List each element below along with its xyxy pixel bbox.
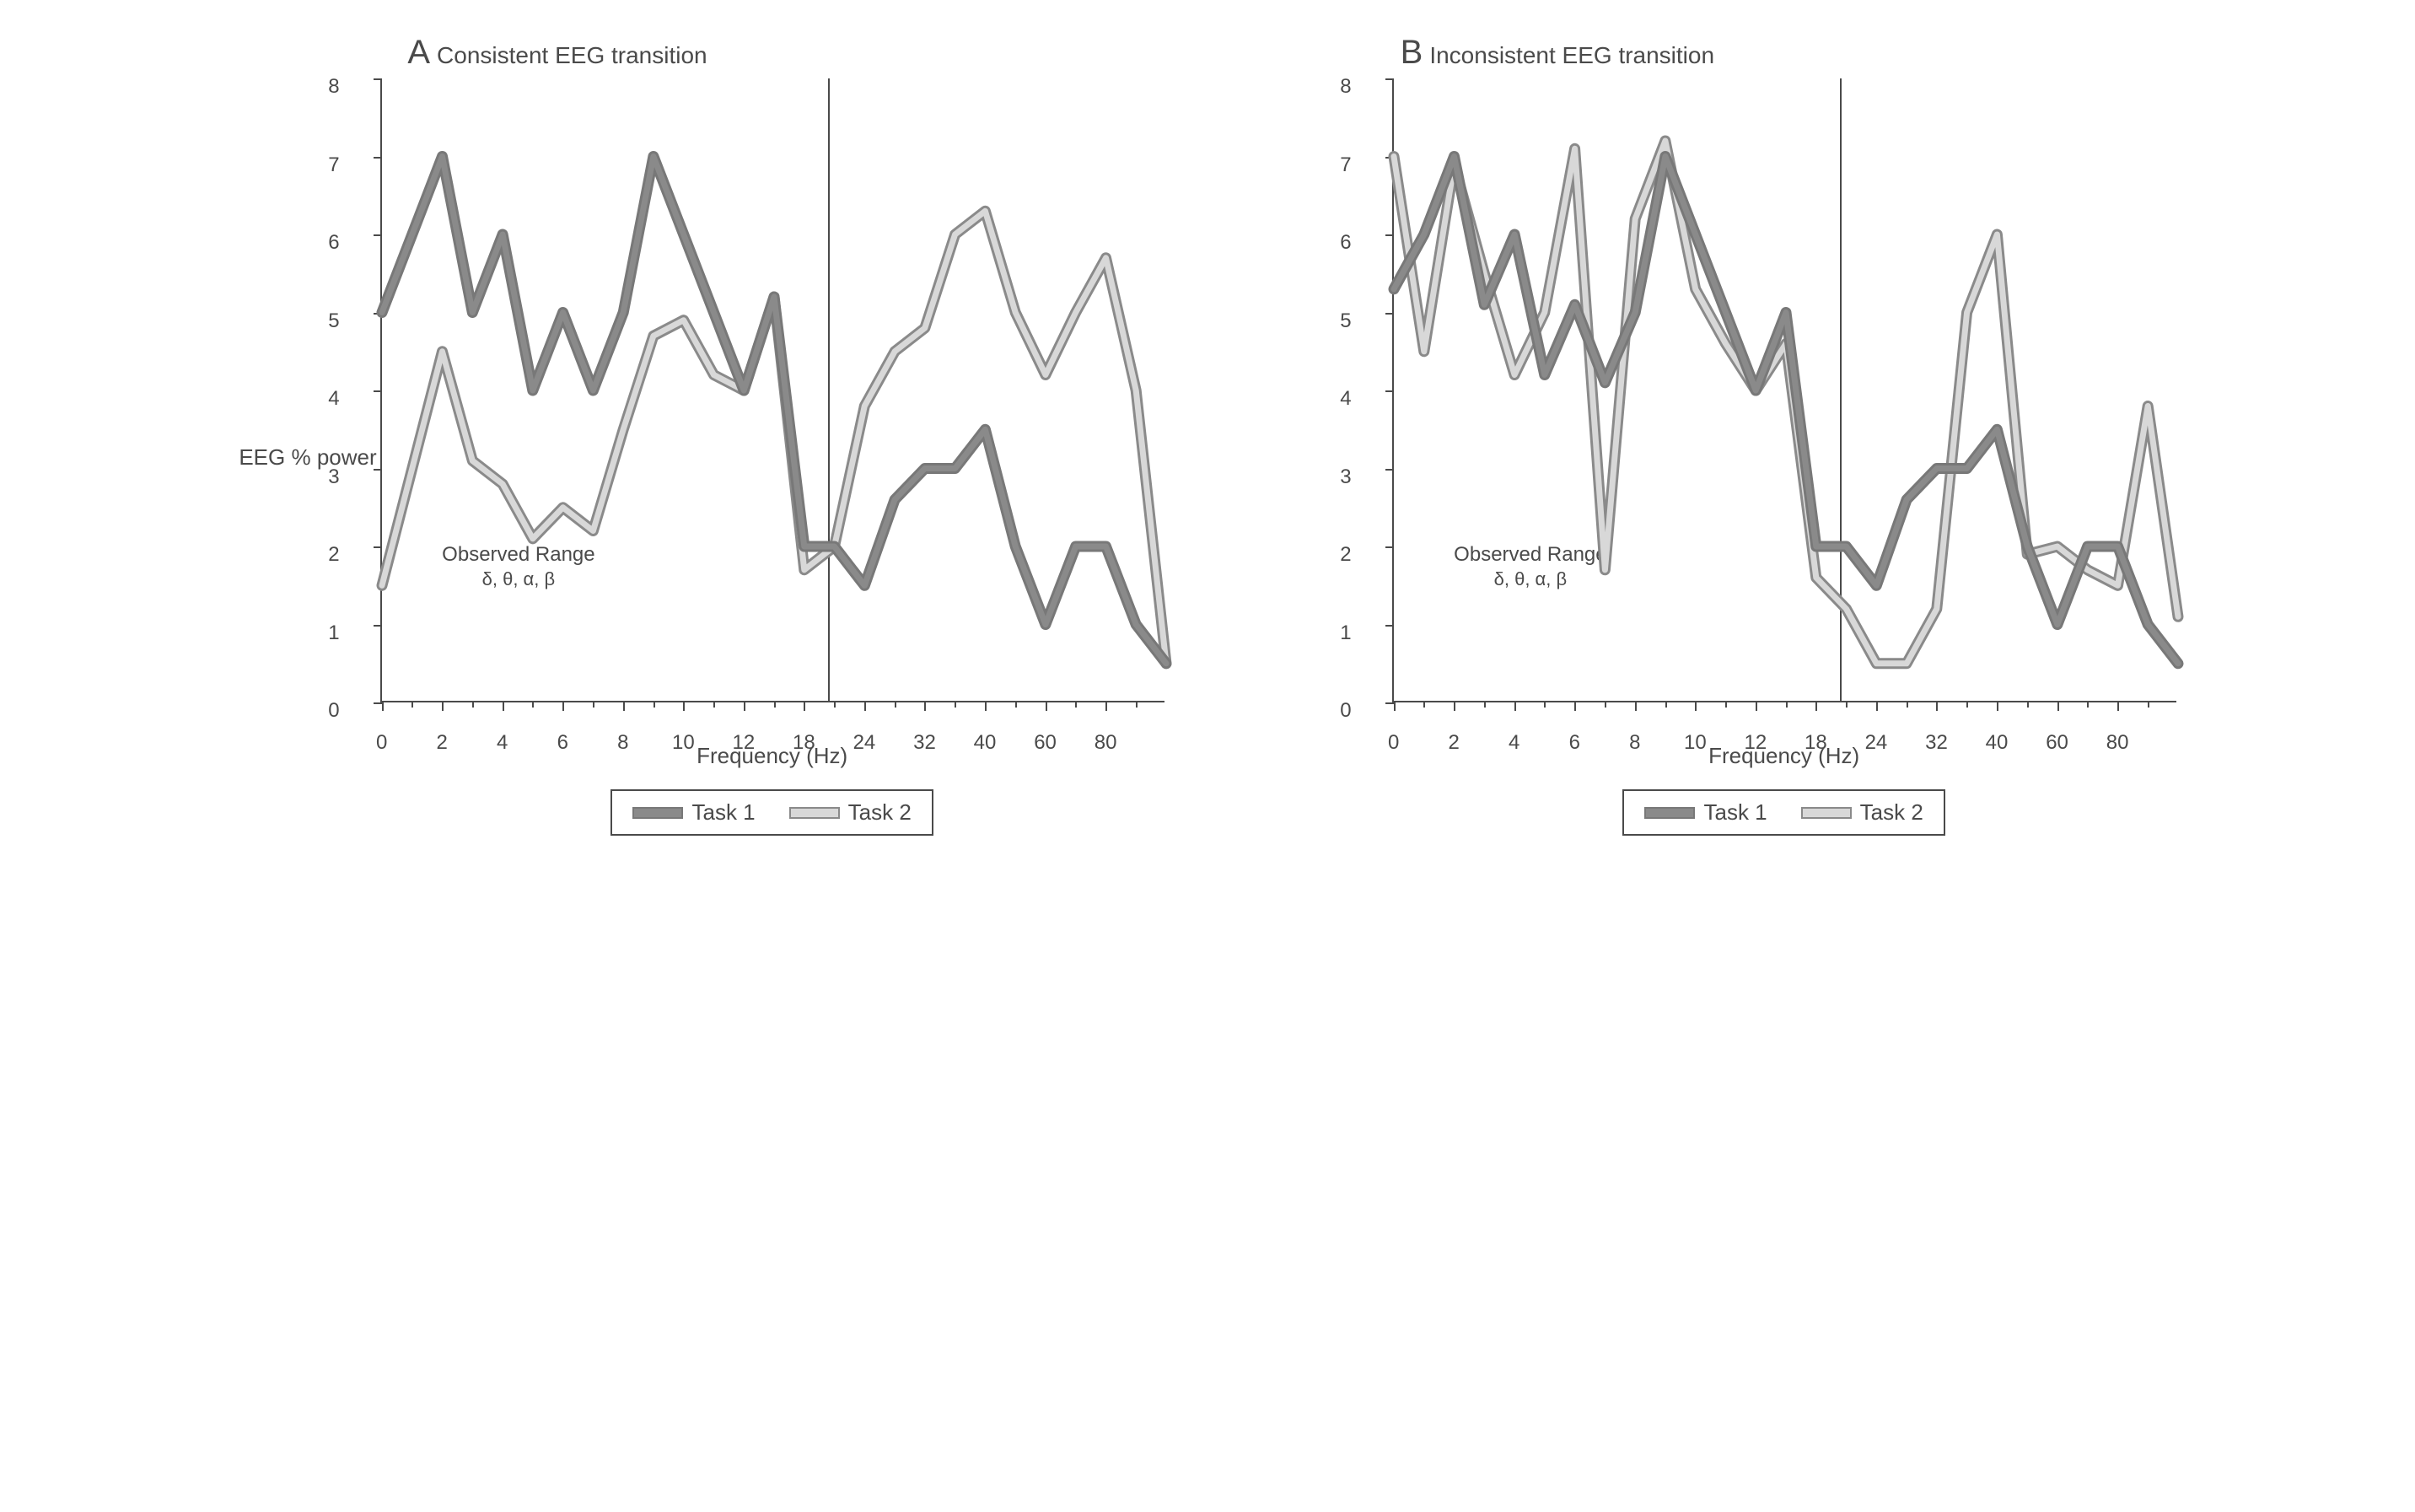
x-tick-label: 32 — [1925, 731, 1948, 755]
y-tick-label: 5 — [306, 309, 340, 333]
x-tick-label: 40 — [1986, 731, 2009, 755]
y-tick-label: 3 — [306, 465, 340, 489]
x-tick-label: 0 — [1388, 731, 1399, 755]
y-tick-label: 0 — [1318, 699, 1352, 723]
x-tick-label: 10 — [1684, 731, 1707, 755]
legend: Task 1 Task 2 — [1622, 789, 1944, 836]
y-tick-label: 4 — [1318, 387, 1352, 411]
panel-b: BInconsistent EEG transition012345678024… — [1232, 34, 2176, 836]
x-tick-label: 4 — [1509, 731, 1519, 755]
legend-label: Task 1 — [1703, 799, 1767, 826]
x-tick-label: 18 — [793, 731, 815, 755]
x-tick-label: 24 — [1865, 731, 1888, 755]
panel-title: A Consistent EEG transition — [239, 34, 707, 72]
x-tick-label: 6 — [1569, 731, 1580, 755]
y-tick-label: 4 — [306, 387, 340, 411]
x-tick-label: 4 — [497, 731, 508, 755]
chart-row: 012345678024681012182432406080Observed R… — [1232, 78, 2176, 836]
legend-label: Task 1 — [691, 799, 755, 826]
x-axis-label: Frequency (Hz) — [697, 743, 847, 769]
series-task-2 — [382, 211, 1166, 664]
x-tick-label: 2 — [436, 731, 447, 755]
x-tick-label: 12 — [733, 731, 756, 755]
legend-label: Task 2 — [848, 799, 912, 826]
legend: Task 1 Task 2 — [610, 789, 933, 836]
panel-letter: B — [1401, 34, 1423, 71]
eeg-figure: AConsistent EEG transitionEEG % power012… — [51, 34, 2364, 836]
y-tick-label: 3 — [1318, 465, 1352, 489]
x-tick-label: 6 — [557, 731, 568, 755]
y-tick-label: 1 — [306, 621, 340, 645]
x-tick-label: 60 — [1034, 731, 1057, 755]
legend-swatch — [1801, 807, 1852, 819]
legend-swatch — [632, 807, 683, 819]
x-tick-label: 2 — [1448, 731, 1459, 755]
panel-a: AConsistent EEG transitionEEG % power012… — [239, 34, 1164, 836]
legend-item-task2: Task 2 — [1801, 799, 1923, 826]
y-tick-label: 6 — [1318, 231, 1352, 255]
x-tick-label: 32 — [913, 731, 936, 755]
chart-row: EEG % power01234567802468101218243240608… — [239, 78, 1164, 836]
y-tick-label: 8 — [1318, 75, 1352, 99]
panel-title-text: Consistent EEG transition — [437, 42, 707, 68]
legend-item-task2: Task 2 — [789, 799, 912, 826]
y-tick-label: 2 — [306, 543, 340, 567]
y-tick-label: 8 — [306, 75, 340, 99]
y-tick-label: 0 — [306, 699, 340, 723]
series-task-2 — [1394, 141, 2178, 664]
panel-title-text: Inconsistent EEG transition — [1429, 42, 1714, 68]
x-tick-label: 40 — [974, 731, 997, 755]
x-tick-label: 12 — [1745, 731, 1767, 755]
y-tick-label: 7 — [306, 153, 340, 177]
y-tick-label: 1 — [1318, 621, 1352, 645]
y-tick-label: 6 — [306, 231, 340, 255]
x-tick-label: 8 — [617, 731, 628, 755]
y-tick-label: 5 — [1318, 309, 1352, 333]
x-tick-label: 10 — [672, 731, 695, 755]
y-tick-label: 2 — [1318, 543, 1352, 567]
series-svg — [1394, 78, 2178, 702]
x-axis-label: Frequency (Hz) — [1708, 743, 1859, 769]
x-tick-label: 80 — [2106, 731, 2129, 755]
y-tick-label: 7 — [1318, 153, 1352, 177]
legend-item-task1: Task 1 — [1644, 799, 1767, 826]
legend-label: Task 2 — [1860, 799, 1923, 826]
legend-item-task1: Task 1 — [632, 799, 755, 826]
panel-title: BInconsistent EEG transition — [1232, 34, 1714, 72]
x-tick-label: 24 — [853, 731, 876, 755]
plot-area: 012345678024681012182432406080Observed R… — [1392, 78, 2176, 702]
x-tick-label: 60 — [2046, 731, 2068, 755]
series-svg — [382, 78, 1166, 702]
series-task-1 — [1394, 157, 2178, 664]
series-task-1 — [382, 157, 1166, 664]
x-tick-label: 80 — [1095, 731, 1117, 755]
x-tick-label: 0 — [376, 731, 387, 755]
legend-swatch — [789, 807, 840, 819]
x-tick-label: 8 — [1629, 731, 1640, 755]
panel-letter: A — [407, 34, 430, 71]
legend-swatch — [1644, 807, 1695, 819]
x-tick-label: 18 — [1805, 731, 1827, 755]
plot-area: 012345678024681012182432406080Observed R… — [380, 78, 1164, 702]
